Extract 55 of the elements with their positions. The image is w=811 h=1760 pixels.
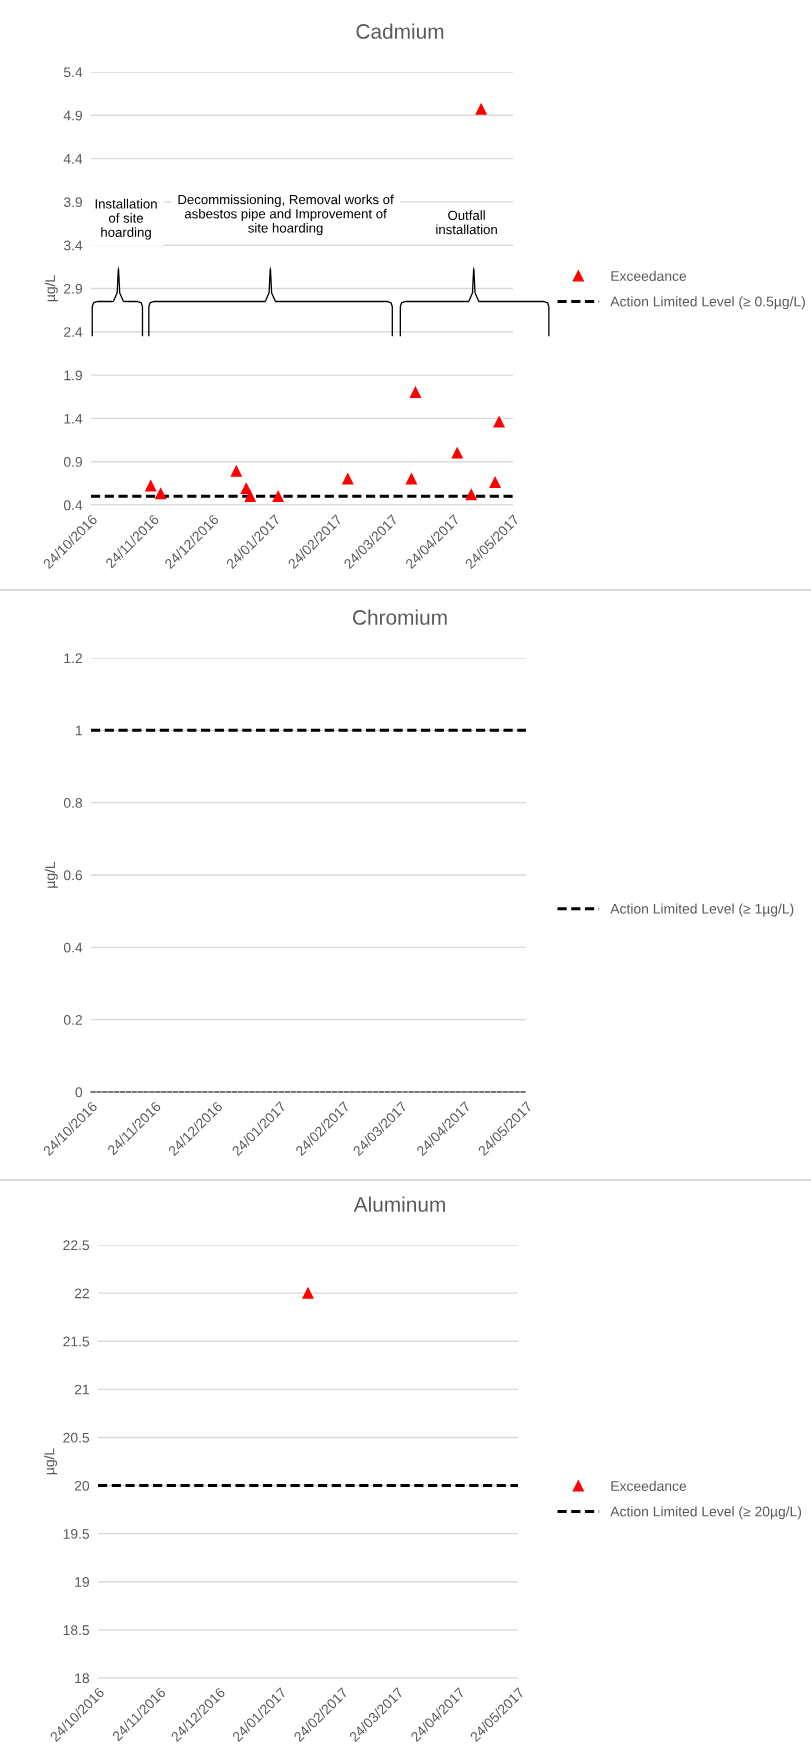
chart-title: Chromium	[353, 609, 447, 625]
point	[409, 386, 422, 398]
point	[244, 490, 256, 502]
legend-label: Action Limited Level (≥ 1µg/L)	[610, 903, 794, 917]
y-tick-label: 4.9	[63, 110, 83, 121]
y-axis-title: µg/L	[44, 275, 58, 302]
chart-title: Cadmium	[356, 23, 444, 39]
y-tick-label: 18.5	[63, 1625, 90, 1636]
y-tick-label: 20	[74, 1480, 90, 1491]
y-tick-label: 3.4	[63, 240, 83, 251]
annotation: Decommissioning, Removal works of asbestos pipe and Improvement of site hoarding	[178, 194, 394, 236]
y-tick-label: 5.4	[63, 67, 83, 78]
y-tick-label: 0.8	[63, 798, 83, 808]
point	[451, 447, 463, 459]
annotation: Installation of site hoarding	[95, 198, 157, 240]
legend-label: Action Limited Level (≥ 0.5µg/L)	[610, 296, 805, 310]
y-axis-title: µg/L	[44, 861, 58, 888]
y-tick-label: 0.2	[63, 1015, 82, 1025]
legend-label: Action Limited Level (≥ 20µg/L)	[610, 1506, 802, 1520]
y-tick-label: 4.4	[63, 154, 83, 164]
y-tick-label: 1	[76, 725, 82, 736]
y-tick-label: 0.9	[63, 457, 83, 467]
point	[465, 489, 477, 501]
y-tick-label: 18	[75, 1673, 90, 1684]
y-tick-label: 0.6	[63, 870, 83, 881]
y-tick-label: 1.4	[64, 413, 83, 424]
y-tick-label: 2.9	[64, 283, 83, 294]
y-tick-label: 19	[75, 1577, 90, 1587]
legend-label: Exceedance	[611, 1480, 687, 1491]
y-tick-label: 1.9	[64, 370, 83, 381]
annotation: Outfall installation	[436, 210, 497, 235]
point	[230, 465, 242, 477]
point	[489, 476, 501, 489]
y-tick-label: 0.4	[63, 500, 83, 511]
y-tick-label: 1.2	[64, 653, 82, 664]
y-axis-title: µg/L	[44, 1448, 58, 1475]
y-tick-label: 19.5	[63, 1529, 90, 1539]
y-tick-label: 0	[75, 1087, 83, 1098]
point	[145, 480, 157, 492]
point	[475, 103, 487, 115]
y-tick-label: 22	[74, 1288, 89, 1299]
point	[342, 473, 354, 485]
point	[155, 488, 167, 500]
point	[405, 473, 418, 485]
y-tick-label: 21	[74, 1384, 89, 1395]
chart-title: Aluminum	[353, 1196, 445, 1212]
point	[272, 490, 284, 502]
point	[493, 416, 505, 428]
y-tick-label: 3.9	[63, 197, 83, 208]
legend-label: Exceedance	[611, 270, 687, 281]
y-tick-label: 21.5	[63, 1336, 90, 1347]
y-tick-label: 0.4	[63, 942, 83, 953]
y-tick-label: 20.5	[63, 1432, 90, 1443]
y-tick-label: 2.4	[64, 327, 83, 337]
y-tick-label: 22.5	[63, 1240, 90, 1251]
